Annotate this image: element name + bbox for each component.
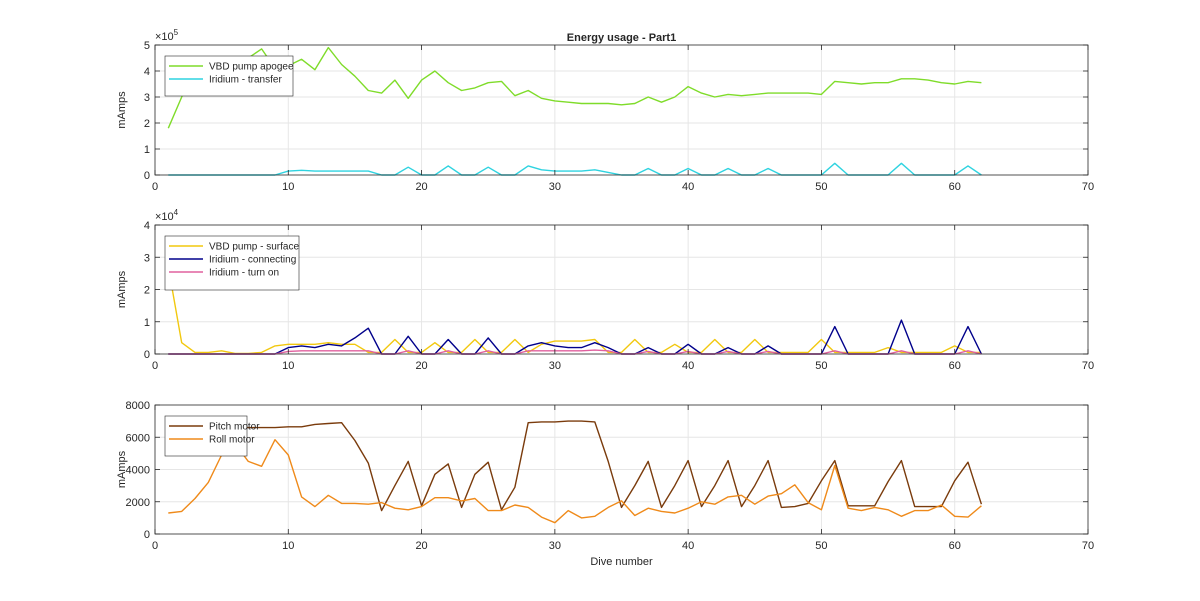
series-line-2: [168, 439, 982, 524]
x-tick-label: 50: [815, 360, 827, 372]
x-tick-label: 20: [415, 181, 427, 193]
legend: VBD pump - surface Iridium - connecting Ir…: [164, 235, 300, 291]
x-tick-label: 70: [1082, 540, 1094, 552]
y-tick-label: 8000: [126, 400, 150, 412]
series-line-3: [168, 349, 982, 355]
y-axis-label: mAmps: [116, 91, 128, 129]
x-tick-label: 0: [152, 181, 158, 193]
legend-entry: Pitch motor: [209, 422, 260, 433]
legend: VBD pump apogee Iridium - transfer: [164, 55, 294, 97]
y-tick-label: 2000: [126, 497, 150, 509]
chart-title: Energy usage - Part1: [567, 32, 676, 44]
series-line-1: [168, 420, 983, 512]
legend-box: [164, 235, 300, 291]
x-tick-label: 0: [152, 540, 158, 552]
series-line-1: [167, 266, 982, 355]
y-exponent-power: 5: [174, 28, 179, 37]
legend-entry: Iridium - connecting: [209, 255, 296, 266]
legend-entry: VBD pump - surface: [209, 242, 299, 253]
x-tick-label: 50: [815, 181, 827, 193]
y-tick-label: 3: [144, 92, 150, 104]
y-axis-label: mAmps: [116, 270, 128, 308]
y-tick-label: 6000: [126, 432, 150, 444]
x-tick-label: 30: [549, 181, 561, 193]
x-tick-label: 0: [152, 360, 158, 372]
legend-entry: Iridium - transfer: [209, 75, 282, 86]
series-line-2: [168, 319, 983, 355]
legend-box: [164, 55, 294, 97]
x-tick-label: 60: [949, 540, 961, 552]
legend: Pitch motor Roll motor: [164, 415, 260, 457]
series-line-2: [168, 162, 982, 176]
x-tick-label: 60: [949, 360, 961, 372]
x-tick-label: 20: [415, 360, 427, 372]
y-tick-label: 0: [144, 529, 150, 541]
y-tick-label: 0: [144, 349, 150, 361]
y-exponent-power: 4: [174, 208, 179, 217]
x-tick-label: 40: [682, 540, 694, 552]
legend-entry: Roll motor: [209, 435, 255, 446]
y-tick-label: 4: [144, 66, 150, 78]
x-axis-label: Dive number: [590, 556, 653, 568]
y-exponent-label: ×105: [155, 28, 179, 43]
plot-area: [155, 45, 1088, 175]
x-tick-label: 70: [1082, 360, 1094, 372]
y-tick-label: 2: [144, 118, 150, 130]
y-tick-label: 5: [144, 40, 150, 52]
legend-box: [164, 415, 248, 457]
y-tick-label: 1: [144, 144, 150, 156]
x-tick-label: 30: [549, 540, 561, 552]
legend-entry: VBD pump apogee: [209, 62, 294, 73]
x-tick-label: 70: [1082, 181, 1094, 193]
y-tick-label: 4000: [126, 465, 150, 477]
y-tick-label: 0: [144, 170, 150, 182]
x-tick-label: 40: [682, 360, 694, 372]
series-line-1: [167, 46, 982, 129]
y-exponent-label: ×104: [155, 208, 179, 223]
x-tick-label: 10: [282, 181, 294, 193]
x-tick-label: 20: [415, 540, 427, 552]
y-tick-label: 3: [144, 252, 150, 264]
x-tick-label: 10: [282, 540, 294, 552]
axes-box: [154, 44, 1089, 176]
y-tick-label: 1: [144, 317, 150, 329]
y-tick-label: 4: [144, 220, 150, 232]
x-tick-label: 30: [549, 360, 561, 372]
x-tick-label: 10: [282, 360, 294, 372]
chart-3: 0 10 20 30 40 50 60 70 0 2000 4000 6000 8000 mAmps Div…: [116, 400, 1094, 568]
x-tick-label: 40: [682, 181, 694, 193]
y-axis-label: mAmps: [116, 450, 128, 488]
x-tick-label: 60: [949, 181, 961, 193]
legend-entry: Iridium - turn on: [209, 268, 279, 279]
y-tick-label: 2: [144, 285, 150, 297]
x-tick-label: 50: [815, 540, 827, 552]
